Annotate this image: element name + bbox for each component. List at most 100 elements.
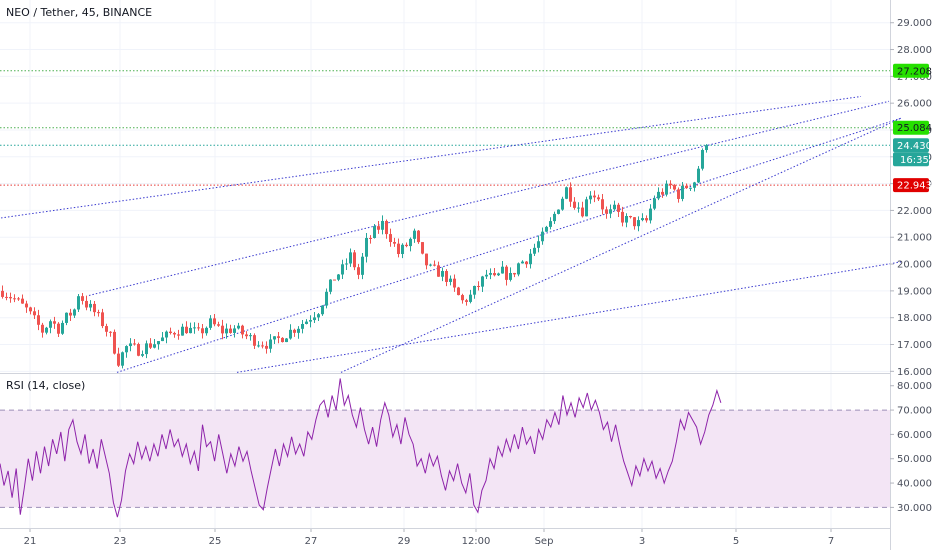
- candle-body: [221, 325, 224, 334]
- candle-body: [129, 343, 132, 347]
- candle-body: [705, 145, 708, 151]
- price-tick-label: 18.000: [897, 313, 932, 324]
- price-badge-label: 24.430: [897, 141, 932, 152]
- candle-body: [293, 329, 296, 333]
- rsi-title: RSI (14, close): [6, 379, 85, 392]
- price-badge: [893, 138, 929, 153]
- candle-body: [565, 187, 568, 199]
- candle-body: [449, 278, 452, 282]
- candle-body: [53, 321, 56, 324]
- candle-body: [421, 242, 424, 254]
- time-axis[interactable]: 21 23 25 27 29 12:00 Sep 3 5 7: [24, 529, 835, 547]
- candle-body: [117, 353, 120, 366]
- time-tick-label: 7: [828, 536, 834, 547]
- rsi-axis[interactable]: 80.0000 70.0000 60.0000 50.0000 40.0000 30.00…: [890, 381, 932, 514]
- candle-body: [357, 267, 360, 275]
- candle-body: [73, 309, 76, 316]
- candle-body: [321, 305, 324, 315]
- candle-body: [25, 303, 28, 308]
- candle-body: [209, 318, 212, 328]
- candle-body: [457, 287, 460, 296]
- candle-body: [533, 247, 536, 254]
- candle-body: [93, 303, 96, 313]
- candle-body: [429, 264, 432, 266]
- candle-body: [481, 276, 484, 287]
- candle-body: [317, 314, 320, 318]
- candle-body: [197, 327, 200, 329]
- candle-body: [557, 209, 560, 214]
- candle-body: [1, 290, 4, 297]
- candle-body: [177, 334, 180, 336]
- candle-body: [5, 296, 8, 298]
- candle-body: [641, 218, 644, 221]
- candle-body: [37, 315, 40, 325]
- candle-body: [681, 185, 684, 199]
- candle-body: [589, 195, 592, 200]
- candle-body: [657, 191, 660, 199]
- candle-body: [689, 187, 692, 189]
- candle-body: [77, 296, 80, 310]
- candle-body: [541, 231, 544, 242]
- price-tick-label: 28.000: [897, 45, 932, 56]
- candle-body: [501, 266, 504, 274]
- candle-body: [161, 337, 164, 342]
- candle-body: [81, 296, 84, 301]
- candle-body: [17, 298, 20, 300]
- price-badge-label: 22.943: [897, 181, 932, 192]
- candle-body: [485, 274, 488, 277]
- candle-body: [637, 220, 640, 227]
- candle-body: [397, 243, 400, 255]
- candle-body: [193, 327, 196, 329]
- rsi-band-fill: [0, 410, 890, 508]
- candle-body: [401, 244, 404, 255]
- candle-body: [553, 213, 556, 222]
- candle-body: [613, 204, 616, 210]
- candle-body: [9, 297, 12, 299]
- candle-body: [29, 307, 32, 312]
- candle-body: [489, 273, 492, 275]
- candle-body: [109, 331, 112, 333]
- price-badge-label: 25.084: [897, 123, 932, 134]
- rsi-tick-label: 50.0000: [897, 454, 932, 465]
- trend-line: [116, 117, 902, 373]
- candle-body: [213, 318, 216, 325]
- candle-body: [537, 241, 540, 248]
- chart-title: NEO / Tether, 45, BINANCE: [6, 6, 152, 19]
- candle-body: [241, 325, 244, 335]
- candle-body: [13, 298, 16, 300]
- candle-body: [189, 327, 192, 334]
- candle-body: [121, 352, 124, 366]
- candle-body: [229, 328, 232, 333]
- candle-body: [41, 324, 44, 333]
- candle-body: [661, 191, 664, 195]
- rsi-tick-label: 70.0000: [897, 406, 932, 417]
- candle-body: [65, 312, 68, 323]
- candle-body: [545, 226, 548, 232]
- candle-body: [337, 274, 340, 280]
- candle-body: [173, 332, 176, 335]
- candle-body: [101, 312, 104, 327]
- candle-body: [549, 221, 552, 227]
- candle-body: [685, 185, 688, 189]
- price-tick-label: 17.000: [897, 340, 932, 351]
- candle-body: [441, 271, 444, 277]
- candle-body: [33, 311, 36, 316]
- price-tick-label: 29.000: [897, 18, 932, 29]
- horizontal-levels: [0, 70, 890, 186]
- candle-body: [509, 273, 512, 280]
- candle-body: [149, 343, 152, 348]
- candle-body: [445, 271, 448, 282]
- price-tick-label: 20.000: [897, 260, 932, 271]
- candle-body: [165, 331, 168, 338]
- candle-body: [405, 244, 408, 247]
- candle-body: [497, 273, 500, 276]
- candle-body: [325, 291, 328, 306]
- candle-body: [329, 279, 332, 292]
- candle-body: [269, 339, 272, 349]
- candle-body: [477, 285, 480, 287]
- candle-body: [625, 216, 628, 223]
- time-tick-label: 25: [209, 536, 222, 547]
- price-badge: [893, 120, 929, 135]
